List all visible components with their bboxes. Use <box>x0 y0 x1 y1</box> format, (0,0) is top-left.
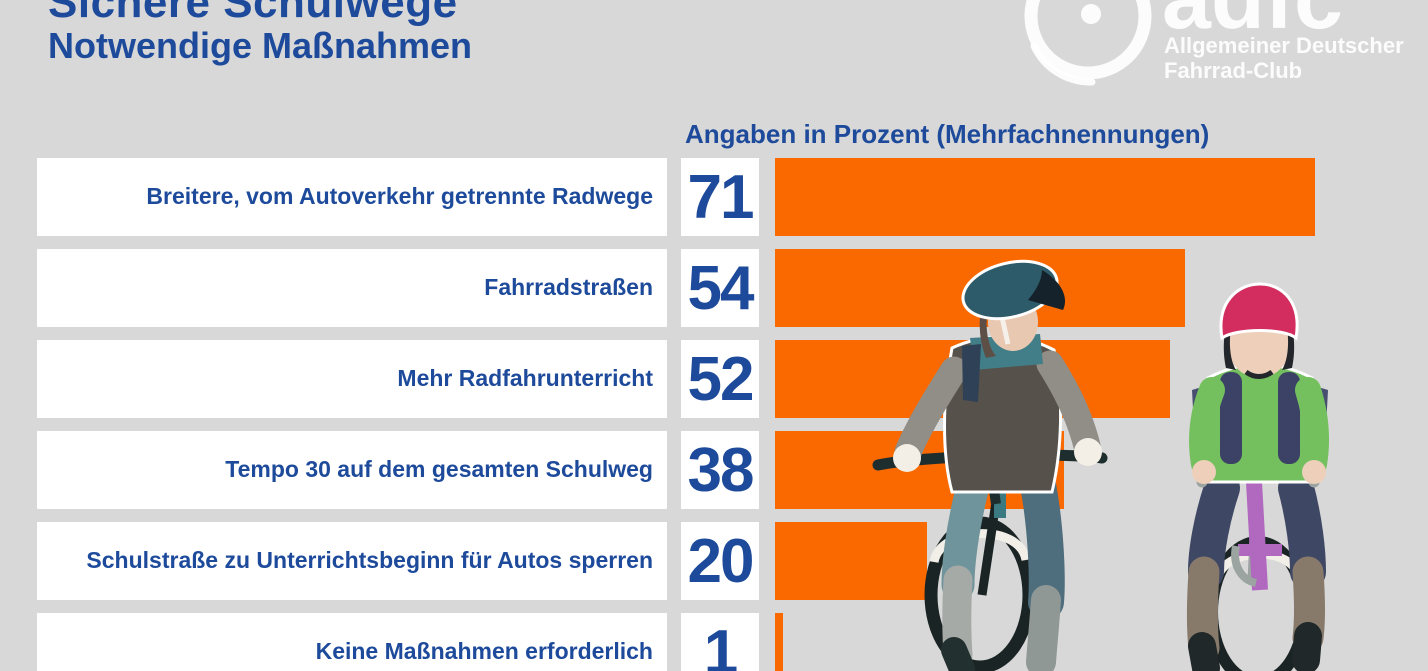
logo-subtitle-line1: Allgemeiner Deutscher <box>1164 33 1404 58</box>
bar-label: Tempo 30 auf dem gesamten Schulweg <box>225 456 653 483</box>
bar-value-box: 52 <box>681 340 759 418</box>
page-title: Sichere Schulwege <box>48 0 458 27</box>
bar <box>775 249 1186 327</box>
bar-label-box: Breitere, vom Autoverkehr getrennte Radw… <box>37 158 667 236</box>
bar-label: Fahrradstraßen <box>484 274 653 301</box>
bicycle-wheel-icon <box>1024 0 1152 86</box>
bar-value-box: 1 <box>681 613 759 671</box>
bar-label-box: Tempo 30 auf dem gesamten Schulweg <box>37 431 667 509</box>
bar-value: 38 <box>687 435 755 505</box>
bar-row: Schulstraße zu Unterrichtsbeginn für Aut… <box>37 522 1315 600</box>
title-block: Sichere Schulwege Notwendige Maßnahmen <box>48 0 472 64</box>
logo-subtitle-line2: Fahrrad-Club <box>1164 58 1302 83</box>
bar-value: 20 <box>687 526 755 596</box>
bar-label-box: Schulstraße zu Unterrichtsbeginn für Aut… <box>37 522 667 600</box>
bar-value-box: 54 <box>681 249 759 327</box>
bar-label: Mehr Radfahrunterricht <box>397 365 653 392</box>
bar-label: Keine Maßnahmen erforderlich <box>315 638 653 665</box>
bar-row: Fahrradstraßen 54 <box>37 249 1315 327</box>
chart-subtitle: Angaben in Prozent (Mehrfachnennungen) <box>685 119 1210 149</box>
bar <box>775 340 1171 418</box>
bar-label: Schulstraße zu Unterrichtsbeginn für Aut… <box>86 547 653 574</box>
bar-label-box: Mehr Radfahrunterricht <box>37 340 667 418</box>
bar-value: 1 <box>703 617 739 671</box>
bar-value: 52 <box>687 344 755 414</box>
bar-value: 71 <box>687 162 755 232</box>
bar <box>775 613 783 671</box>
page-subtitle: Notwendige Maßnahmen <box>48 25 473 66</box>
adfc-logo: adfc Allgemeiner Deutscher Fahrrad-Club <box>1024 0 1404 86</box>
bar-label-box: Keine Maßnahmen erforderlich <box>37 613 667 671</box>
bar-chart: Breitere, vom Autoverkehr getrennte Radw… <box>37 158 1315 671</box>
bar-value: 54 <box>687 253 755 323</box>
bar-row: Tempo 30 auf dem gesamten Schulweg 38 <box>37 431 1315 509</box>
bar-value-box: 71 <box>681 158 759 236</box>
bar-row: Keine Maßnahmen erforderlich 1 <box>37 613 1315 671</box>
bar-value-box: 20 <box>681 522 759 600</box>
logo-wordmark: adfc <box>1162 0 1343 47</box>
bar-value-box: 38 <box>681 431 759 509</box>
bar <box>775 431 1064 509</box>
bar <box>775 158 1315 236</box>
bar-label-box: Fahrradstraßen <box>37 249 667 327</box>
bar-row: Mehr Radfahrunterricht 52 <box>37 340 1315 418</box>
bar-row: Breitere, vom Autoverkehr getrennte Radw… <box>37 158 1315 236</box>
bar-label: Breitere, vom Autoverkehr getrennte Radw… <box>146 183 653 210</box>
bar <box>775 522 927 600</box>
